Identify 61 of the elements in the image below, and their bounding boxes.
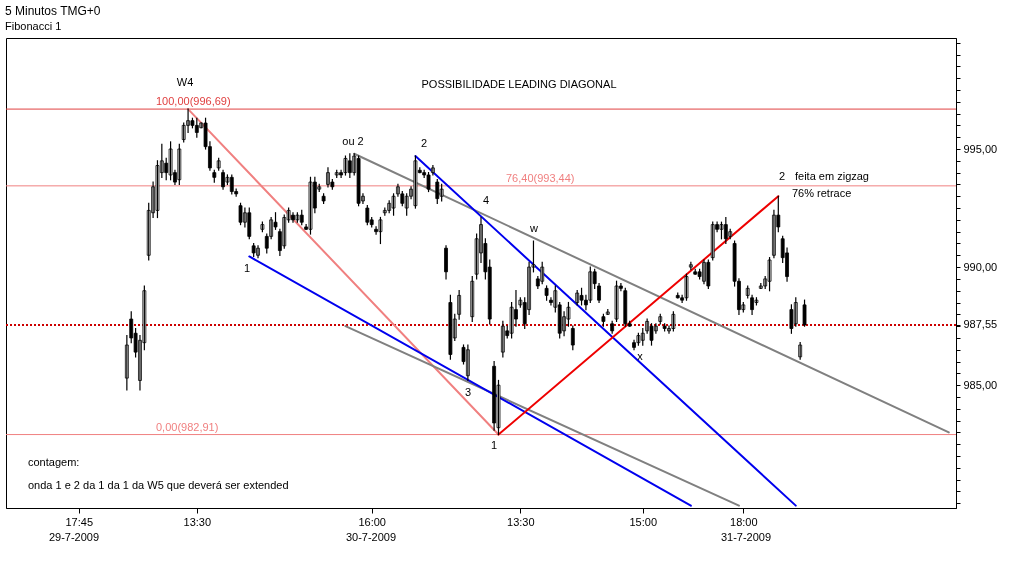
y-tick-label: 995,00 [963, 142, 998, 155]
text: 30-7-2009 [345, 531, 397, 543]
candlestick [671, 311, 676, 332]
annotation: ou 2 [342, 135, 364, 147]
candlestick [544, 285, 549, 301]
text: 31-7-2009 [720, 531, 772, 543]
candlestick [413, 155, 418, 209]
chart-subtitle: Fibonacci 1 [5, 19, 62, 32]
candlestick [658, 313, 663, 325]
y-tick-label: 987,55 [963, 318, 998, 331]
annotation: 2 [778, 170, 786, 182]
annotation: w [529, 222, 539, 234]
candlestick [693, 268, 698, 275]
annotation: W4 [176, 76, 194, 88]
x-tick-label: 17:45 [65, 515, 94, 528]
candlestick [728, 228, 733, 240]
candlestick [605, 309, 610, 315]
candlestick [662, 323, 667, 332]
candlestick [614, 280, 619, 323]
candlestick [448, 294, 453, 360]
chart-title: 5 Minutos TMG+0 [5, 3, 101, 18]
candlestick [636, 332, 641, 346]
ref-line-label: 100,00(996,69) [156, 95, 231, 108]
x-tick-label: 18:00 [730, 515, 758, 528]
candlestick [212, 169, 217, 183]
candlestick [216, 157, 221, 171]
annotation: 1 [490, 439, 498, 451]
candlestick [684, 273, 689, 301]
annotation: onda 1 e 2 da 1 da 1 da W5 que deverá ser extended [28, 479, 289, 491]
annotation: contagem: [28, 456, 80, 468]
candlestick [308, 176, 313, 235]
candlestick [601, 313, 606, 327]
y-tick-label: 985,00 [963, 378, 998, 391]
annotation: 76% retrace [792, 187, 852, 199]
y-tick-label: 990,00 [963, 260, 998, 273]
annotation: 3 [464, 386, 472, 398]
text: 29-7-2009 [48, 531, 100, 543]
candlestick [321, 193, 326, 204]
candlestick [579, 287, 584, 306]
candlestick [295, 212, 300, 223]
x-tick-label: 13:30 [183, 515, 212, 528]
candlestick [802, 299, 807, 327]
ref-line-label: 76,40(993,44) [506, 171, 575, 184]
candlestick [238, 202, 243, 226]
candlestick [168, 141, 173, 181]
candlestick [610, 320, 615, 334]
candlestick [260, 221, 265, 233]
x-tick-label: 16:00 [358, 515, 386, 528]
x-tick-label: 15:00 [629, 515, 658, 528]
annotation: POSSIBILIDADE LEADING DIAGONAL [421, 78, 617, 90]
annotation: 2 [420, 137, 428, 149]
candlestick [767, 257, 772, 292]
annotation: x [637, 350, 644, 362]
x-tick-label: 13:30 [507, 515, 535, 528]
candlestick [378, 216, 383, 245]
candlestick [343, 155, 348, 176]
annotation: feita em zigzag [795, 170, 869, 182]
candlestick [356, 155, 361, 207]
annotation: 4 [482, 194, 490, 206]
annotation: 1 [243, 262, 251, 274]
ref-line-label: 0,00(982,91) [156, 420, 219, 433]
